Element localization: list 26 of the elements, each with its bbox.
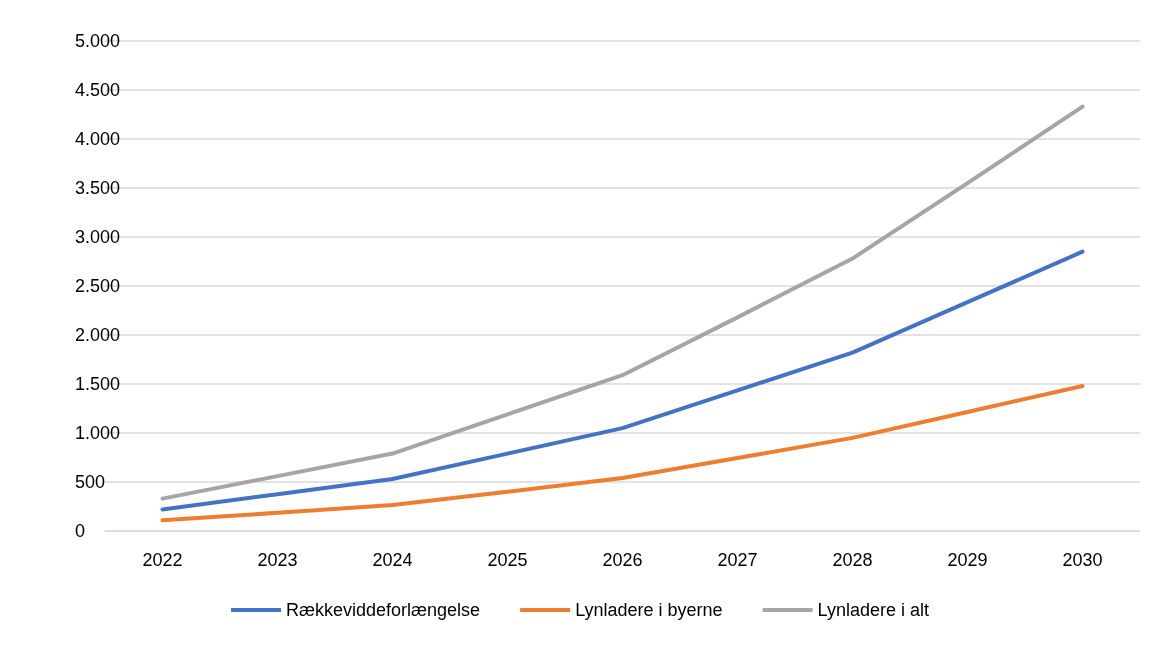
y-tick-label: 5.000 — [75, 31, 121, 51]
line-series — [160, 104, 1085, 501]
x-tick-label: 2023 — [257, 550, 298, 570]
x-tick-label: 2030 — [1062, 550, 1103, 570]
x-tick-label: 2022 — [142, 550, 183, 570]
y-tick-label: 3.000 — [75, 227, 121, 247]
y-tick-label: 500 — [75, 472, 106, 492]
y-tick-label: 0 — [75, 521, 86, 541]
x-tick-label: 2028 — [832, 550, 873, 570]
x-tick-label: 2024 — [372, 550, 413, 570]
y-tick-label: 2.000 — [75, 325, 121, 345]
y-tick-label: 1.500 — [75, 374, 121, 394]
y-tick-label: 4.500 — [75, 80, 121, 100]
legend-label: Rækkeviddeforlængelse — [286, 600, 481, 620]
legend-label: Lynladere i byerne — [575, 600, 723, 620]
x-tick-label: 2026 — [602, 550, 643, 570]
line-series — [160, 383, 1085, 523]
y-tick-label: 4.000 — [75, 129, 121, 149]
x-tick-label: 2027 — [717, 550, 758, 570]
y-tick-label: 2.500 — [75, 276, 121, 296]
x-tick-label: 2029 — [947, 550, 988, 570]
legend-label: Lynladere i alt — [817, 600, 929, 620]
x-tick-label: 2025 — [487, 550, 528, 570]
line-series — [160, 249, 1085, 512]
y-tick-label: 1.000 — [75, 423, 121, 443]
y-tick-label: 3.500 — [75, 178, 121, 198]
